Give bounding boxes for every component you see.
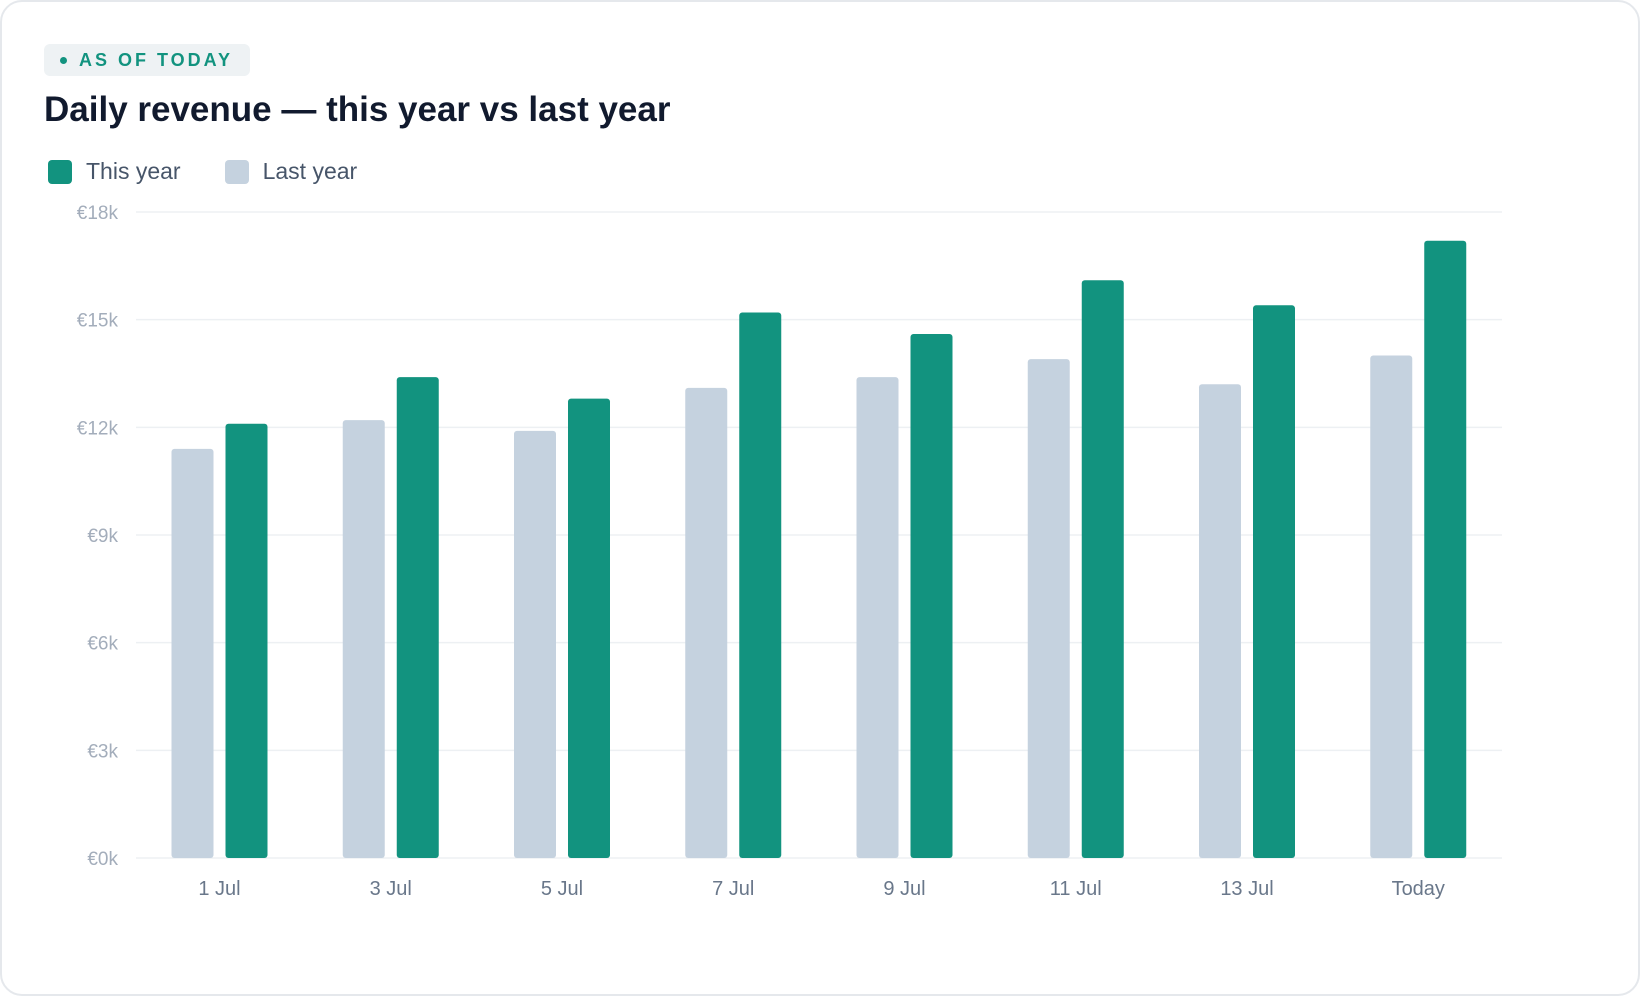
y-tick-label: €9k [87, 526, 118, 547]
chart-title: Daily revenue — this year vs last year [44, 90, 671, 129]
y-tick-label: €18k [77, 203, 119, 224]
bar-this-year [1424, 240, 1467, 858]
chart-legend: This year Last year [48, 158, 401, 185]
bar-last-year [1027, 359, 1070, 858]
y-tick-label: €3k [87, 741, 118, 762]
as-of-today-badge: AS OF TODAY [44, 44, 251, 76]
x-tick-label: 5 Jul [541, 878, 583, 900]
legend-item-this-year[interactable]: This year [48, 158, 181, 185]
x-tick-label: 9 Jul [883, 878, 925, 900]
x-tick-label: 1 Jul [198, 878, 240, 900]
bar-this-year [739, 312, 782, 858]
bar-last-year [1370, 355, 1413, 858]
bar-this-year [1081, 280, 1124, 858]
legend-swatch-this-year [48, 159, 72, 184]
bar-last-year [171, 448, 214, 858]
y-tick-label: €12k [77, 418, 119, 439]
bar-this-year [910, 334, 953, 858]
y-tick-label: €0k [87, 849, 118, 870]
x-tick-label: 13 Jul [1220, 878, 1273, 900]
bar-this-year [225, 423, 268, 858]
bar-this-year [568, 398, 610, 858]
bar-last-year [342, 420, 385, 858]
legend-swatch-last-year [224, 159, 249, 184]
y-tick-label: €15k [77, 311, 119, 332]
badge-label: AS OF TODAY [79, 49, 234, 70]
legend-label-last-year: Last year [262, 158, 358, 184]
x-tick-label: 3 Jul [370, 878, 412, 900]
bar-this-year [396, 377, 439, 858]
bar-last-year [1199, 384, 1241, 858]
live-dot-icon [60, 56, 67, 64]
bar-last-year [514, 430, 556, 858]
x-tick-label: 11 Jul [1050, 878, 1102, 900]
bar-last-year [685, 387, 728, 858]
x-tick-label: Today [1392, 878, 1445, 900]
legend-item-last-year[interactable]: Last year [224, 158, 358, 185]
legend-label-this-year: This year [86, 158, 181, 184]
bar-this-year [1253, 305, 1295, 858]
x-tick-label: 7 Jul [712, 878, 754, 900]
y-tick-label: €6k [87, 634, 118, 655]
bar-last-year [856, 377, 899, 858]
